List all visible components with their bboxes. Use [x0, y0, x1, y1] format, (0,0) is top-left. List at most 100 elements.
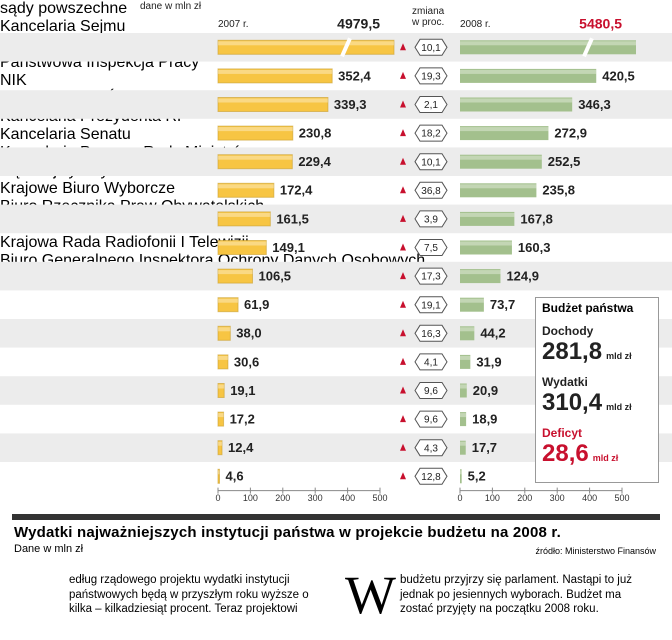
drop-cap: W [345, 565, 396, 625]
change-box [414, 353, 448, 371]
value-label: 20,9 [473, 383, 498, 398]
change-box [414, 67, 448, 85]
bar [460, 126, 549, 141]
change-arrow [400, 43, 406, 51]
change-arrow [400, 243, 406, 251]
value-label: 229,4 [298, 154, 331, 169]
bar [217, 325, 231, 341]
bar-highlight [218, 270, 253, 275]
value-label: 61,9 [244, 297, 269, 312]
bar-highlight [460, 384, 467, 389]
budget-row: 310,4 mld zł [542, 389, 652, 417]
change-arrow [400, 186, 406, 194]
category-label: Krajowa Rada Radiofonii I Telewizji [0, 234, 249, 251]
change-arrow [400, 129, 406, 137]
bar-highlight [218, 127, 293, 132]
value-label: 420,5 [602, 68, 635, 83]
change-label: 7,5 [424, 243, 438, 254]
bar [217, 268, 254, 284]
value-label: 17,2 [230, 412, 255, 427]
value-label: 38,0 [236, 326, 261, 341]
change-label: 17,3 [421, 272, 441, 283]
bar-highlight [460, 470, 462, 475]
change-label: 10,1 [421, 157, 441, 168]
value-label: 160,3 [518, 240, 551, 255]
change-arrow [400, 272, 406, 280]
budget-title: Budżet państwa [542, 301, 634, 315]
change-box [414, 267, 448, 285]
bar-highlight [460, 441, 466, 446]
value-label: 124,9 [506, 269, 539, 284]
budget-value: 281,8 [542, 338, 603, 365]
change-arrow [400, 214, 406, 222]
change-label: 4,3 [424, 443, 438, 454]
x-tick-label: 200 [275, 493, 290, 503]
bar-highlight [218, 184, 274, 189]
bar [460, 297, 484, 312]
bar [460, 240, 512, 255]
bar [460, 68, 597, 83]
bar-highlight [460, 41, 636, 46]
value-label: 19,1 [230, 383, 255, 398]
bar-highlight [460, 327, 475, 332]
change-arrow [400, 100, 406, 108]
bar [460, 183, 537, 198]
change-label: 19,1 [421, 300, 441, 311]
budget-label: Dochody [542, 324, 594, 338]
bar [217, 468, 220, 484]
change-arrow [400, 357, 406, 365]
value-label: 352,4 [338, 68, 371, 83]
value-label: 5,2 [468, 469, 486, 484]
value-label: 106,5 [259, 269, 292, 284]
change-box [414, 382, 448, 399]
value-label: 44,2 [480, 326, 505, 341]
change-label: 19,3 [421, 72, 441, 83]
bar-highlight [460, 270, 501, 275]
bar-highlight [218, 327, 231, 332]
change-arrow [400, 157, 406, 165]
bar-highlight [460, 155, 542, 160]
value-label: 161,5 [276, 211, 309, 226]
x-tick-label: 400 [582, 493, 597, 503]
bar [460, 269, 501, 284]
footer-title: Wydatki najważniejszych instytucji państ… [14, 524, 561, 541]
budget-unit: mld zł [606, 402, 632, 412]
bar-highlight [460, 69, 597, 74]
category-label: Krajowe Biuro Wyborcze [0, 180, 176, 197]
bar [460, 154, 542, 169]
bar [217, 354, 229, 370]
x-tick-label: 0 [457, 493, 462, 503]
bar-highlight [460, 241, 512, 246]
change-label: 9,6 [424, 415, 438, 426]
x-tick-label: 500 [372, 493, 387, 503]
bar-highlight [460, 127, 549, 132]
change-box [414, 324, 448, 342]
change-arrow [400, 300, 406, 308]
value-label: 73,7 [490, 297, 515, 312]
bar [460, 326, 475, 341]
value-label: 149,1 [272, 240, 305, 255]
change-label: 10,1 [421, 43, 441, 54]
change-arrow [400, 443, 406, 451]
bar [217, 240, 267, 255]
bar-highlight [460, 298, 484, 303]
x-tick-label: 400 [340, 493, 355, 503]
bar [217, 211, 271, 227]
change-title: zmiana w proc. [412, 6, 445, 28]
budget-label: Deficyt [542, 426, 583, 440]
bar [217, 182, 275, 198]
row-band [0, 261, 672, 291]
value-label: 31,9 [476, 354, 501, 369]
source: źródło: Ministerstwo Finansów [535, 546, 656, 556]
category-label: NIK [0, 72, 27, 89]
x-tick-label: 200 [517, 493, 532, 503]
bar-highlight [460, 413, 467, 418]
value-label: 272,9 [554, 126, 587, 141]
change-arrow [400, 329, 406, 337]
bar-highlight [218, 384, 225, 389]
value-label: 17,7 [472, 440, 497, 455]
series-name: 2007 r. [218, 19, 249, 30]
change-box [414, 410, 448, 428]
